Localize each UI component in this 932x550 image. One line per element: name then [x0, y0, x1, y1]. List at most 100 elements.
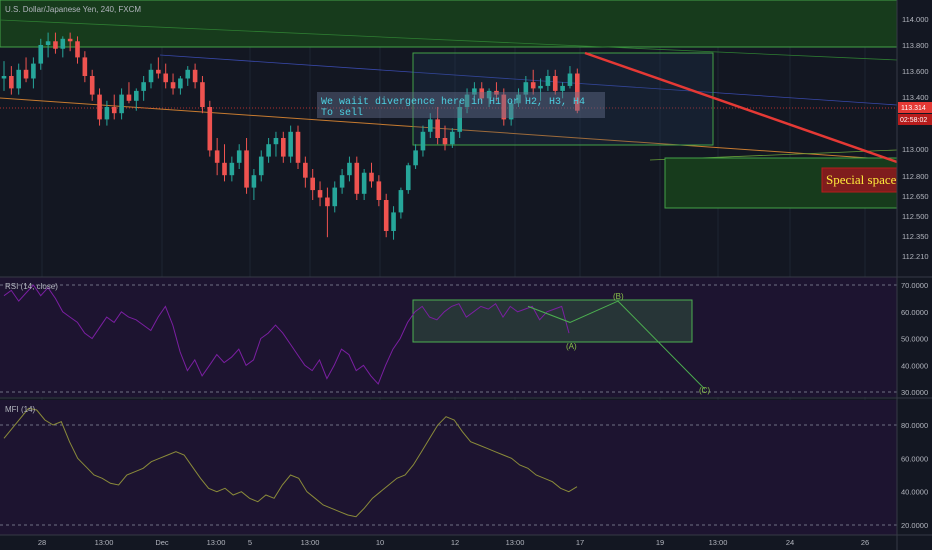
price-tick-6: 112.650 [902, 192, 929, 201]
candle-body-11 [82, 57, 88, 76]
candle-body-32 [236, 150, 242, 163]
candle-body-53 [391, 212, 396, 231]
time-tick-1: 13:00 [95, 538, 114, 547]
time-tick-9: 17 [576, 538, 584, 547]
candle-body-76 [560, 85, 565, 91]
candle-body-51 [376, 181, 382, 200]
candle-body-16 [119, 94, 124, 114]
price-tick-2: 113.600 [902, 67, 929, 76]
candle-body-25 [185, 69, 191, 79]
mfi-tick-3: 20.0000 [901, 521, 928, 530]
target-zone-box [412, 52, 714, 146]
candlestick-series [1, 32, 580, 240]
time-tick-7: 12 [451, 538, 459, 547]
price-tick-3: 113.400 [902, 93, 929, 102]
candle-body-68 [501, 94, 507, 120]
rsi-divergence-box [412, 299, 693, 343]
rsi-wave-abc [527, 300, 706, 390]
candle-body-24 [178, 78, 183, 89]
price-tick-9: 112.210 [902, 252, 929, 261]
price-tick-5: 112.800 [902, 172, 929, 181]
chart-title: U.S. Dollar/Japanese Yen, 240, FXCM [5, 5, 141, 14]
candle-body-37 [273, 138, 279, 145]
time-tick-2: Dec [155, 538, 169, 547]
rsi-tick-2: 50.0000 [901, 335, 928, 344]
candle-body-31 [229, 162, 235, 176]
candle-body-45 [332, 187, 338, 207]
candle-body-33 [244, 150, 249, 188]
candle-body-41 [303, 162, 308, 178]
candle-body-60 [442, 138, 448, 145]
time-tick-13: 26 [861, 538, 869, 547]
candle-body-61 [450, 131, 455, 145]
price-tick-4: 113.000 [902, 145, 929, 154]
time-tick-0: 28 [38, 538, 46, 547]
red-trend-line [584, 51, 898, 164]
price-tick-8: 112.350 [902, 232, 929, 241]
price-label-tag [898, 102, 932, 113]
candle-body-58 [428, 119, 433, 132]
candle-body-42 [310, 177, 315, 191]
price-axis: 114.000 113.800 113.600 113.400 113.000 112.8… [902, 15, 929, 261]
candle-body-73 [538, 85, 543, 89]
candle-body-57 [420, 131, 426, 151]
candle-body-26 [192, 69, 198, 83]
mfi-tick-2: 40.0000 [901, 488, 928, 497]
candle-body-66 [486, 90, 492, 99]
rsi-axis: 70.0000 60.0000 50.0000 40.0000 30.0000 [901, 281, 928, 397]
candle-body-18 [134, 90, 139, 101]
candle-body-63 [464, 94, 470, 107]
candle-body-4 [31, 63, 36, 79]
time-tick-8: 13:00 [506, 538, 525, 547]
candle-body-2 [16, 69, 21, 89]
candle-body-34 [251, 175, 257, 188]
candle-body-12 [89, 76, 95, 95]
candle-body-75 [552, 76, 558, 91]
candle-body-40 [295, 131, 301, 163]
candle-body-5 [38, 45, 44, 64]
mfi-tick-1: 60.0000 [901, 454, 928, 463]
time-tick-6: 10 [376, 538, 384, 547]
candle-body-7 [53, 41, 58, 49]
candle-body-30 [222, 162, 227, 176]
candle-body-48 [354, 162, 360, 194]
note-line-2: To sell [321, 107, 363, 119]
candle-body-44 [325, 197, 330, 207]
note-line-1: We waiit divergence here in H1 or H2, H3… [321, 96, 585, 108]
time-tick-5: 13:00 [301, 538, 320, 547]
candle-body-78 [575, 73, 580, 111]
candle-body-62 [457, 107, 462, 132]
price-tick-0: 114.000 [902, 15, 929, 24]
candle-body-55 [405, 165, 411, 191]
orange-trend-line [0, 97, 898, 161]
candle-body-74 [545, 76, 551, 86]
candle-body-6 [45, 41, 51, 45]
candle-body-47 [347, 162, 352, 176]
candle-body-59 [435, 119, 440, 138]
upper-channel-line [0, 19, 898, 61]
price-tick-1: 113.800 [902, 41, 929, 50]
time-axis: 28 13:00 Dec 13:00 5 13:00 10 12 13:00 17 19 13:00 2… [38, 538, 869, 547]
candle-body-36 [266, 144, 271, 157]
mfi-panel-background [0, 400, 897, 535]
candle-body-39 [288, 131, 293, 157]
candle-body-21 [156, 69, 161, 74]
candle-body-38 [281, 138, 286, 157]
candle-body-10 [75, 41, 80, 58]
time-tick-11: 13:00 [709, 538, 728, 547]
candle-body-3 [23, 69, 29, 79]
candle-body-27 [200, 82, 205, 107]
wave-label-c: (C) [699, 386, 710, 395]
price-tick-7: 112.500 [902, 212, 929, 221]
rsi-line [3, 284, 570, 385]
rsi-tick-3: 40.0000 [901, 361, 928, 370]
candle-body-56 [413, 150, 418, 166]
candle-body-35 [258, 156, 264, 176]
candle-body-29 [214, 150, 220, 163]
candle-body-65 [479, 88, 485, 99]
candle-body-8 [60, 38, 66, 49]
time-tick-12: 24 [786, 538, 794, 547]
price-label: 113.314 [901, 105, 926, 112]
candle-body-64 [472, 88, 477, 95]
